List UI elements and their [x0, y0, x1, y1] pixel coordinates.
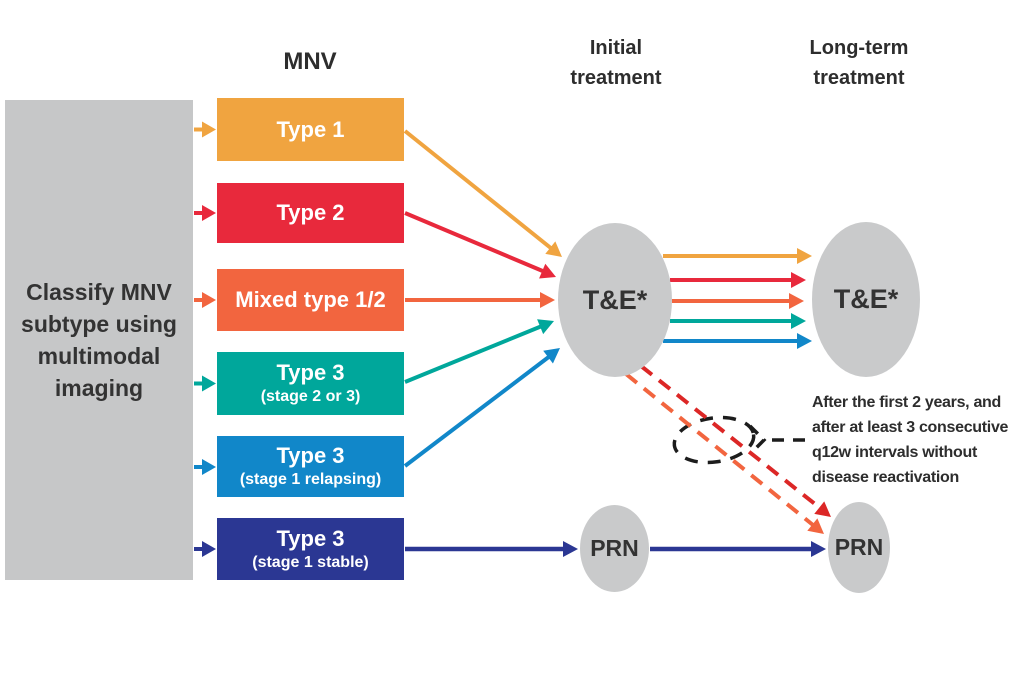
classify-mnv-box: Classify MNV subtype using multimodal im…	[5, 100, 193, 580]
arrow-type2-to-initial-te	[404, 211, 556, 279]
column-header-initial-treatment: Initial treatment	[570, 37, 662, 89]
arrow-te-to-te-teal	[670, 313, 806, 329]
stub-arrow-type3-relapsing	[194, 459, 216, 475]
stub-arrow-type3-stage2or3	[194, 375, 216, 392]
longterm-te-node: T&E*	[812, 222, 920, 377]
initial-te-node: T&E*	[558, 223, 672, 377]
subtype-label: Type 3	[276, 443, 345, 468]
arrow-type3-stage2or3-to-initial-te	[404, 319, 554, 384]
subtype-label: Type 2	[276, 200, 345, 225]
subtype-box-type1: Type 1	[217, 98, 404, 161]
subtype-box-type2: Type 2	[217, 183, 404, 243]
classify-mnv-label: Classify MNV subtype using multimodal im…	[21, 279, 177, 401]
arrow-te-to-te-blue	[663, 333, 812, 349]
arrow-te-to-te-red	[670, 272, 806, 288]
column-header-mnv: MNV	[283, 48, 337, 75]
arrow-te-to-te-orange	[663, 248, 812, 264]
initial-prn-label: PRN	[590, 535, 639, 561]
longterm-te-label: T&E*	[833, 284, 899, 314]
subtype-label: Type 3	[276, 360, 345, 385]
subtype-box-type3-stage2or3: Type 3 (stage 2 or 3)	[217, 352, 404, 415]
longterm-prn-node: PRN	[828, 502, 890, 593]
subtype-box-mixed-type-1-2: Mixed type 1/2	[217, 269, 404, 331]
subtype-box-type3-stage1-relapsing: Type 3 (stage 1 relapsing)	[217, 436, 404, 497]
stub-arrow-type2	[194, 205, 216, 221]
dashed-arrow-te-to-prn-orange	[624, 372, 824, 534]
subtype-label: Type 1	[276, 116, 345, 142]
dashed-callout-ellipse	[672, 415, 808, 465]
arrow-type3-stable-to-initial-prn	[405, 541, 578, 557]
subtype-label: Type 3	[276, 525, 345, 551]
annotation-text: After the first 2 years, and after at le…	[812, 394, 1009, 486]
arrow-type3-relapsing-to-initial-te	[403, 348, 560, 468]
arrow-mixed-to-initial-te	[405, 292, 555, 308]
initial-te-label: T&E*	[582, 284, 648, 315]
arrow-initial-prn-to-longterm-prn	[650, 541, 826, 557]
subtype-sublabel: (stage 1 relapsing)	[239, 471, 382, 488]
subtype-box-type3-stage1-stable: Type 3 (stage 1 stable)	[217, 518, 404, 580]
initial-prn-node: PRN	[580, 505, 649, 592]
subtype-sublabel: (stage 1 stable)	[252, 553, 369, 571]
dashed-arrow-te-to-prn-red	[639, 364, 831, 517]
stub-arrow-type1	[194, 121, 216, 138]
subtype-label: Mixed type 1/2	[235, 287, 386, 312]
subtype-sublabel: (stage 2 or 3)	[260, 388, 361, 405]
longterm-prn-label: PRN	[834, 534, 884, 560]
arrow-type1-to-initial-te	[403, 129, 562, 257]
column-header-longterm-treatment: Long-term treatment	[809, 37, 909, 89]
stub-arrow-type3-stable	[194, 541, 216, 557]
stub-arrow-mixed	[194, 292, 216, 308]
arrow-te-to-te-orange-red	[672, 293, 804, 309]
